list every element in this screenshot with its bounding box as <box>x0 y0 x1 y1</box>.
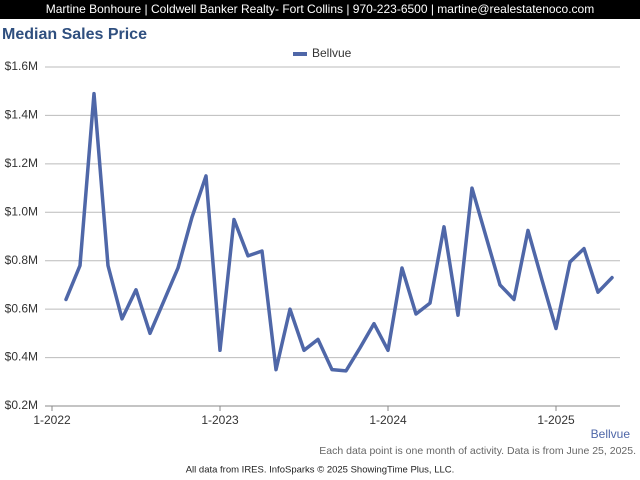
y-tick-label: $1.4M <box>5 108 38 122</box>
chart-title: Median Sales Price <box>2 26 147 43</box>
x-tick-label: 1-2024 <box>369 413 407 427</box>
x-tick-label: 1-2023 <box>201 413 239 427</box>
y-tick-label: $1.2M <box>5 156 38 170</box>
header-bar <box>0 0 640 19</box>
y-tick-label: $0.6M <box>5 301 38 315</box>
y-tick-label: $0.2M <box>5 398 38 412</box>
y-tick-label: $1.0M <box>5 204 38 218</box>
x-tick-label: 1-2025 <box>537 413 575 427</box>
source: All data from IRES. InfoSparks © 2025 Sh… <box>186 465 455 476</box>
y-tick-label: $1.6M <box>5 59 38 73</box>
x-tick-label: 1-2022 <box>33 413 71 427</box>
y-tick-label: $0.8M <box>5 253 38 267</box>
note: Each data point is one month of activity… <box>319 445 636 457</box>
series-end-label: Bellvue <box>591 427 631 441</box>
y-tick-label: $0.4M <box>5 350 38 364</box>
series-line <box>64 91 614 373</box>
header-text: Martine Bonhoure | Coldwell Banker Realt… <box>46 2 594 16</box>
legend-label: Bellvue <box>312 46 352 60</box>
